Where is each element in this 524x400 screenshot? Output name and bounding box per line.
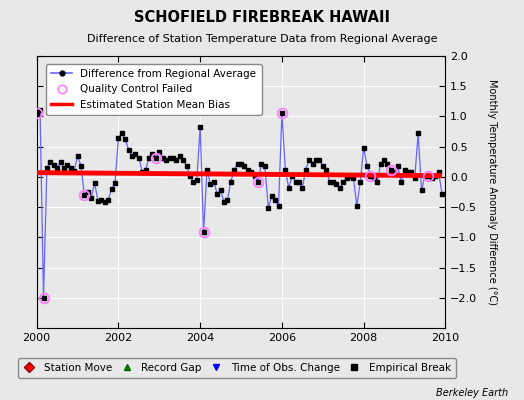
Y-axis label: Monthly Temperature Anomaly Difference (°C): Monthly Temperature Anomaly Difference (…	[487, 79, 497, 305]
Text: SCHOFIELD FIREBREAK HAWAII: SCHOFIELD FIREBREAK HAWAII	[134, 10, 390, 25]
Text: Berkeley Earth: Berkeley Earth	[436, 388, 508, 398]
Text: Difference of Station Temperature Data from Regional Average: Difference of Station Temperature Data f…	[87, 34, 437, 44]
Legend: Difference from Regional Average, Quality Control Failed, Estimated Station Mean: Difference from Regional Average, Qualit…	[46, 64, 261, 115]
Legend: Station Move, Record Gap, Time of Obs. Change, Empirical Break: Station Move, Record Gap, Time of Obs. C…	[18, 358, 456, 378]
